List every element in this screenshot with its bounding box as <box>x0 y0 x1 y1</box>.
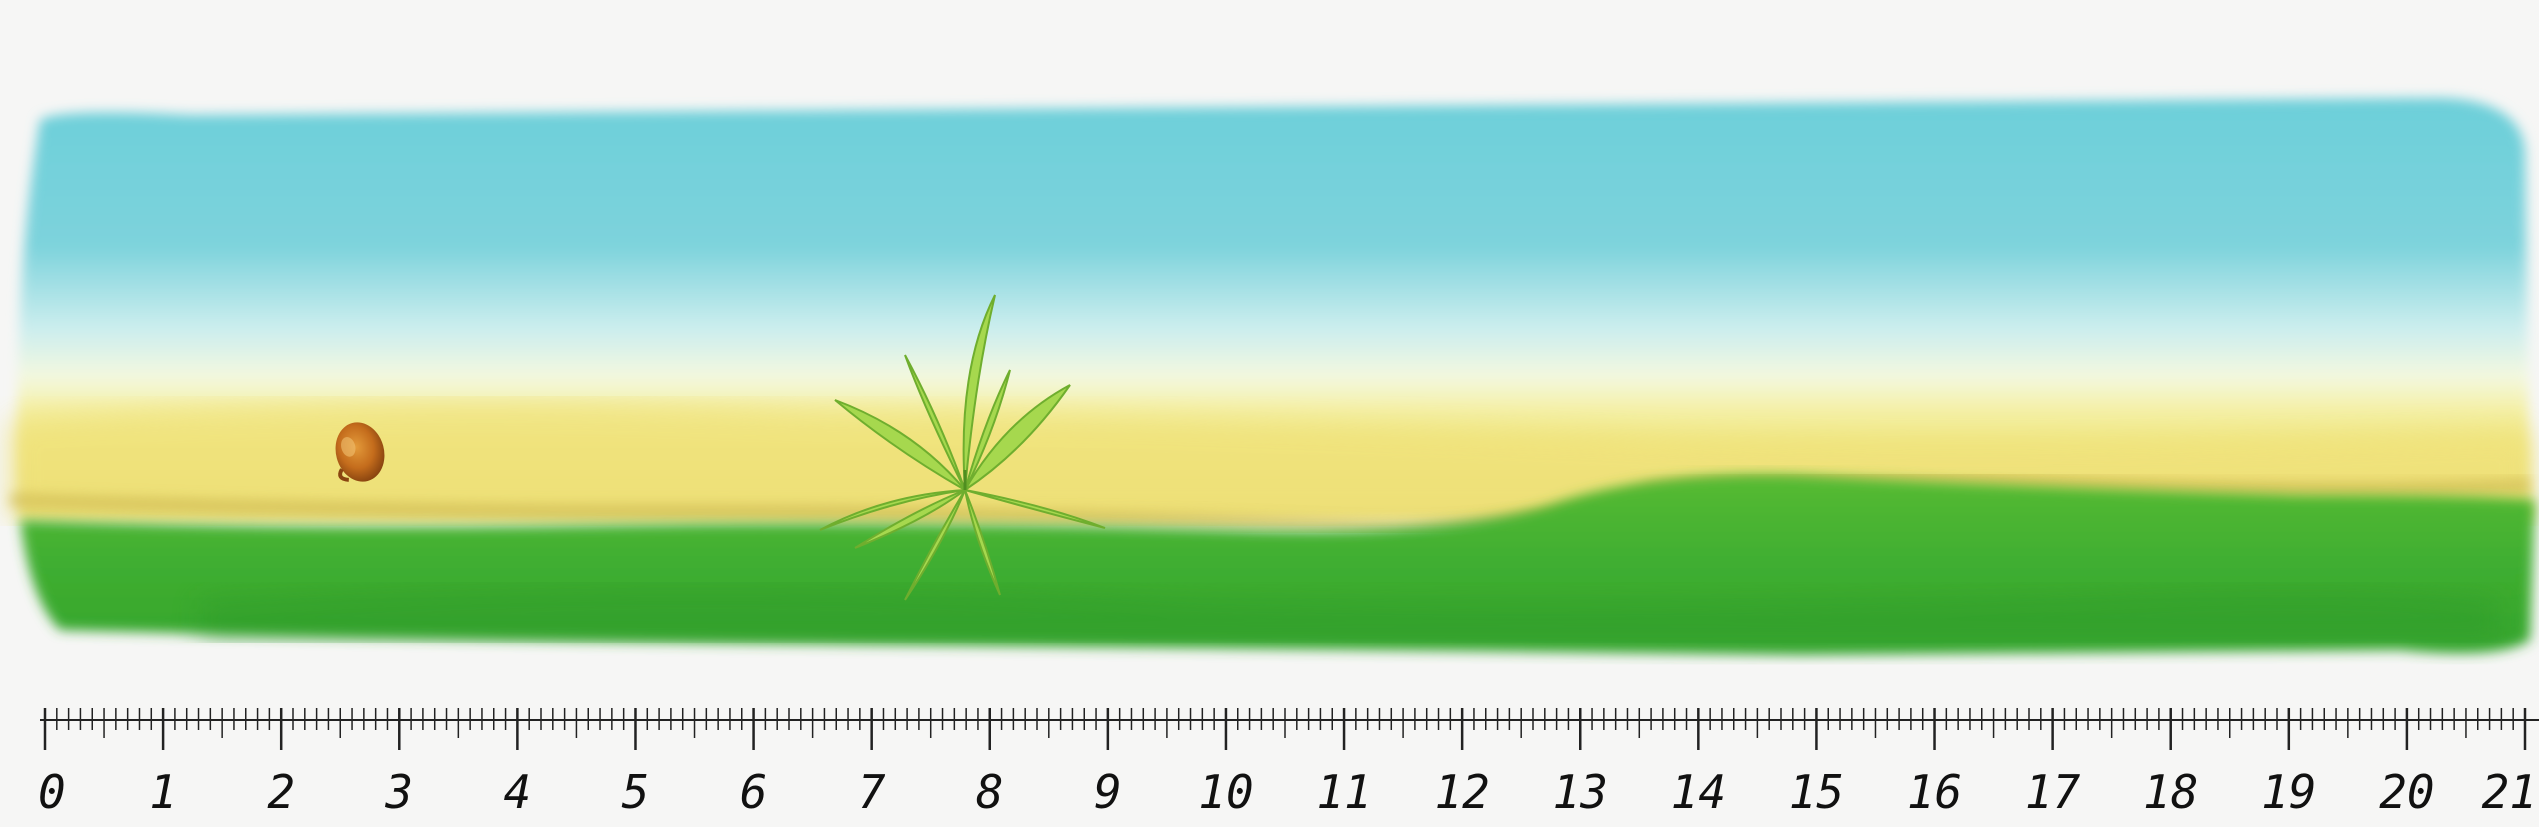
ruler-tick-label: 16 <box>1907 765 1962 819</box>
ruler-ticks <box>43 708 2527 750</box>
ruler-tick-label: 18 <box>2143 765 2198 819</box>
ruler-tick-label: 19 <box>2261 765 2316 819</box>
ruler-tick-label: 7 <box>858 765 886 819</box>
ruler-tick-label: 15 <box>1789 765 1844 819</box>
ruler-tick-label: 12 <box>1434 765 1489 819</box>
ruler-tick-label: 5 <box>622 765 650 819</box>
cannabis-sprout-icon <box>819 294 1106 601</box>
grass-shade <box>200 585 2500 640</box>
ruler-tick-label: 21 <box>2482 765 2537 819</box>
ruler-tick-label: 17 <box>2025 765 2081 819</box>
ruler-tick-label: 6 <box>740 765 768 819</box>
ruler-tick-label: 20 <box>2379 765 2434 819</box>
ruler-tick-label: 14 <box>1671 765 1726 819</box>
ruler-tick-label: 4 <box>504 765 532 819</box>
ruler-tick-label: 13 <box>1553 765 1608 819</box>
ruler-tick-label: 1 <box>149 765 177 819</box>
ruler-tick-label: 2 <box>267 765 295 819</box>
ruler-labels: 0 1 2 3 4 5 6 7 8 9 10 11 12 13 14 15 16 17 18 19 20 21 <box>38 765 2537 819</box>
ruler-tick-label: 0 <box>38 765 66 819</box>
seed-icon <box>335 422 385 482</box>
watercolor-painting <box>9 98 2535 655</box>
ruler-tick-label: 8 <box>976 765 1004 819</box>
ruler: 0 1 2 3 4 5 6 7 8 9 10 11 12 13 14 15 16 17 18 19 20 21 <box>38 708 2539 819</box>
ruler-tick-label: 3 <box>384 765 413 819</box>
ruler-tick-label: 11 <box>1316 765 1371 819</box>
ruler-tick-label: 10 <box>1198 765 1253 819</box>
ruler-tick-label: 9 <box>1094 765 1122 819</box>
